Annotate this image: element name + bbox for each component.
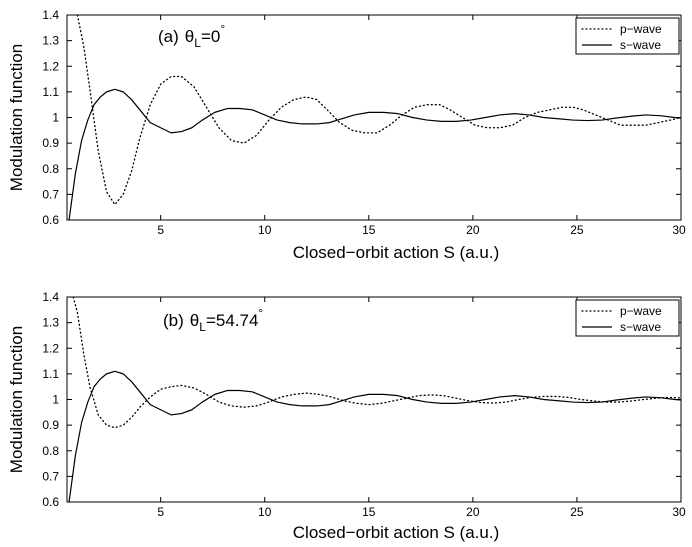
y-tick-label: 1.3 [42, 316, 59, 330]
x-axis-title: Closed−orbit action S (a.u.) [293, 523, 499, 542]
y-tick-label: 1 [52, 111, 59, 125]
legend-label: p−wave [620, 22, 662, 36]
x-tick-label: 15 [362, 223, 376, 237]
x-axis-title: Closed−orbit action S (a.u.) [293, 243, 499, 262]
x-tick-label: 5 [157, 223, 164, 237]
y-tick-label: 0.8 [42, 444, 59, 458]
x-tick-label: 30 [672, 223, 686, 237]
legend-label: s−wave [620, 320, 661, 334]
y-tick-label: 0.8 [42, 162, 59, 176]
y-tick-label: 0.7 [42, 469, 59, 483]
panel-a: 5 10 15 20 25 30 0.6 0.7 0.8 0.9 1 1.1 1.2 1.3 1.4 p−wa… [7, 8, 686, 262]
legend-label: s−wave [620, 38, 661, 52]
s-wave-line [68, 88, 681, 220]
s-wave-line [68, 370, 681, 502]
y-tick-label: 0.9 [42, 136, 59, 150]
y-axis-title: Modulation function [7, 326, 26, 473]
panel-label: (a) θL=0° [158, 22, 225, 50]
panel-b: 5 10 15 20 25 30 0.6 0.7 0.8 0.9 1 1.1 1.2 1.3 1.4 p−wa… [7, 290, 686, 542]
y-tick-label: 1.2 [42, 59, 59, 73]
legend: p−wave s−wave [575, 17, 680, 55]
y-tick-label: 0.9 [42, 418, 59, 432]
y-axis-title: Modulation function [7, 44, 26, 191]
y-tick-label: 0.6 [42, 213, 59, 227]
y-tick-label: 1.1 [42, 367, 59, 381]
panel-label: (b) θL=54.74° [163, 306, 263, 334]
y-tick-label: 1 [52, 393, 59, 407]
x-tick-label: 20 [466, 223, 480, 237]
legend-box [575, 299, 680, 337]
x-tick-label: 10 [258, 505, 272, 519]
p-wave-line [72, 297, 681, 429]
y-tick-label: 0.6 [42, 495, 59, 509]
y-tick-label: 1.3 [42, 34, 59, 48]
p-wave-line [76, 15, 681, 206]
y-tick-label: 1.4 [42, 290, 59, 304]
x-tick-label: 5 [157, 505, 164, 519]
x-tick-label: 25 [570, 505, 584, 519]
x-tick-label: 10 [258, 223, 272, 237]
x-tick-label: 15 [362, 505, 376, 519]
y-tick-label: 1.1 [42, 85, 59, 99]
x-tick-label: 20 [466, 505, 480, 519]
legend-box [575, 17, 680, 55]
y-tick-label: 1.2 [42, 341, 59, 355]
x-tick-label: 30 [672, 505, 686, 519]
y-tick-label: 1.4 [42, 8, 59, 22]
legend-label: p−wave [620, 304, 662, 318]
legend: p−wave s−wave [575, 299, 680, 337]
x-tick-label: 25 [570, 223, 584, 237]
y-tick-label: 0.7 [42, 187, 59, 201]
